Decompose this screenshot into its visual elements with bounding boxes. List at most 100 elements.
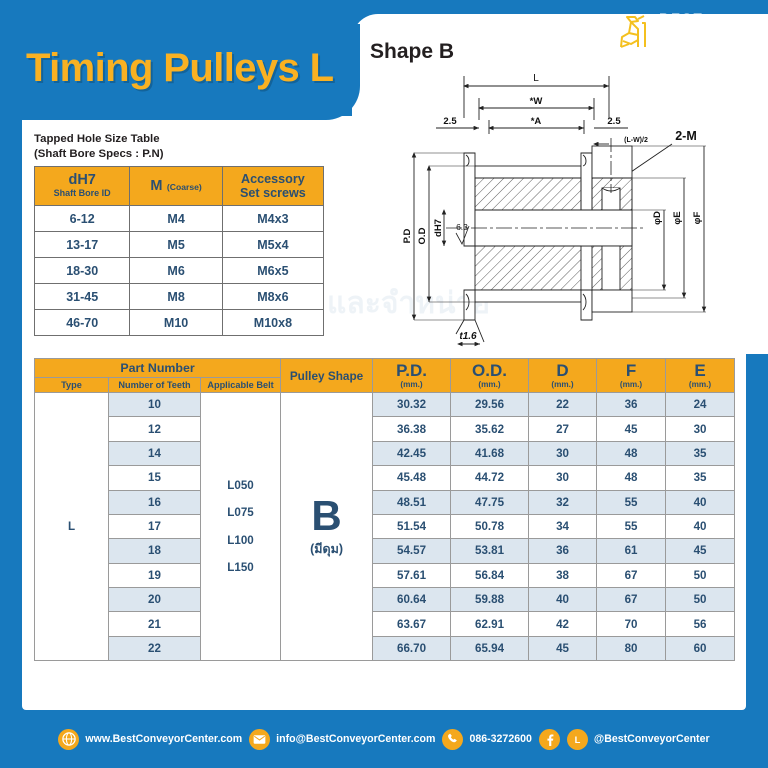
mail-icon bbox=[249, 728, 271, 750]
specification-table-section: Part Number Pulley Shape P.D. (mm.) O.D.… bbox=[33, 358, 736, 662]
title-plate bbox=[0, 24, 360, 120]
footer-website[interactable]: www.BestConveyorCenter.com bbox=[58, 728, 242, 750]
cell-m: M5 bbox=[129, 231, 223, 259]
tapped-header-m: M (Coarse) bbox=[129, 166, 223, 207]
cell-od: 44.72 bbox=[450, 465, 530, 491]
table-row: 46-70 M10 M10x8 bbox=[33, 309, 325, 337]
svg-text:φF: φF bbox=[692, 212, 703, 225]
table-row: 21 63.67 62.91 42 70 56 bbox=[35, 611, 736, 637]
cell-d: 27 bbox=[528, 416, 598, 442]
cell-type: L bbox=[34, 391, 109, 662]
table-row: 31-45 M8 M8x6 bbox=[33, 283, 325, 311]
cell-teeth: 15 bbox=[108, 465, 201, 491]
cell-pd: 48.51 bbox=[372, 489, 452, 515]
cell-f: 70 bbox=[596, 611, 667, 637]
cell-pd: 51.54 bbox=[372, 513, 452, 540]
footer-line[interactable]: L @BestConveyorCenter bbox=[566, 728, 710, 750]
footer-facebook[interactable] bbox=[538, 728, 560, 750]
header-part-number: Part Number bbox=[33, 358, 282, 378]
cell-d: 42 bbox=[528, 611, 598, 637]
cell-shape: B (มีดุม) bbox=[280, 391, 374, 662]
table-row: 17 51.54 50.78 34 55 40 bbox=[35, 513, 736, 540]
cell-od: 65.94 bbox=[450, 635, 530, 662]
belt-value: L050 bbox=[227, 479, 254, 493]
header-pd: P.D. (mm.) bbox=[372, 358, 452, 393]
cell-e: 35 bbox=[665, 465, 736, 491]
cell-od: 47.75 bbox=[450, 489, 530, 515]
cell-od: 59.88 bbox=[450, 586, 530, 613]
table-row: L 10 L050 L075 L100 L150 B (มีดุม) 30.32… bbox=[34, 391, 736, 662]
cell-od: 62.91 bbox=[450, 611, 530, 637]
cell-bore: 18-30 bbox=[33, 257, 131, 285]
logo-line-2: CONVEYOR bbox=[659, 24, 754, 40]
cell-od: 53.81 bbox=[450, 538, 530, 564]
facebook-icon bbox=[538, 728, 560, 750]
svg-text:*W: *W bbox=[530, 96, 543, 107]
cell-e: 30 bbox=[665, 416, 736, 442]
belt-value: L075 bbox=[227, 506, 254, 520]
svg-text:φD: φD bbox=[652, 211, 663, 225]
footer-contact-bar: www.BestConveyorCenter.com info@BestConv… bbox=[0, 710, 768, 768]
header-pulley-shape: Pulley Shape bbox=[280, 358, 374, 393]
svg-text:φE: φE bbox=[672, 211, 683, 224]
svg-text:2-M: 2-M bbox=[675, 129, 697, 143]
cell-f: 67 bbox=[596, 562, 667, 589]
cell-e: 40 bbox=[665, 489, 736, 515]
cell-f: 61 bbox=[596, 538, 667, 564]
header-teeth: Number of Teeth bbox=[108, 377, 201, 393]
cell-f: 45 bbox=[596, 416, 667, 442]
cell-teeth: 18 bbox=[108, 538, 201, 564]
svg-text:(L-W)/2: (L-W)/2 bbox=[624, 137, 648, 144]
svg-text:L: L bbox=[533, 73, 539, 84]
tapped-header-bore: dH7 Shaft Bore ID bbox=[33, 166, 131, 207]
cell-f: 48 bbox=[596, 465, 667, 491]
cell-m: M6 bbox=[129, 257, 223, 285]
cell-teeth: 12 bbox=[108, 416, 201, 442]
footer-email[interactable]: info@BestConveyorCenter.com bbox=[249, 728, 436, 750]
svg-text:t1.6: t1.6 bbox=[459, 331, 477, 342]
cell-d: 30 bbox=[528, 440, 598, 467]
cell-bore: 6-12 bbox=[33, 205, 131, 233]
cell-screw: M4x3 bbox=[221, 205, 325, 233]
table-row: 22 66.70 65.94 45 80 60 bbox=[35, 635, 736, 662]
cell-m: M8 bbox=[129, 283, 223, 311]
logo-line-3: CENTER bbox=[659, 38, 728, 53]
table-row: 12 36.38 35.62 27 45 30 bbox=[35, 416, 736, 442]
cell-pd: 45.48 bbox=[372, 465, 452, 491]
cell-teeth: 20 bbox=[108, 586, 201, 613]
cell-e: 50 bbox=[665, 562, 736, 589]
cell-screw: M10x8 bbox=[221, 309, 325, 337]
table-row: 16 48.51 47.75 32 55 40 bbox=[35, 489, 736, 515]
header-od: O.D. (mm.) bbox=[450, 358, 530, 393]
cell-belt: L050 L075 L100 L150 bbox=[199, 391, 282, 662]
technical-drawing: L *W 2.5 *A 2.5 (L-W)/2 2-M bbox=[396, 58, 762, 348]
header-e: E (mm.) bbox=[665, 358, 736, 393]
svg-text:*A: *A bbox=[531, 116, 542, 127]
line-icon: L bbox=[566, 728, 588, 750]
header-f: F (mm.) bbox=[596, 358, 667, 393]
cell-pd: 36.38 bbox=[372, 416, 452, 442]
cell-e: 35 bbox=[665, 440, 736, 467]
tapped-hole-table: dH7 Shaft Bore ID M (Coarse) Accessory S… bbox=[33, 166, 325, 337]
cell-screw: M5x4 bbox=[221, 231, 325, 259]
table-row: 18-30 M6 M6x5 bbox=[33, 257, 325, 285]
specification-table: Part Number Pulley Shape P.D. (mm.) O.D.… bbox=[33, 358, 736, 662]
cell-od: 35.62 bbox=[450, 416, 530, 442]
cell-m: M10 bbox=[129, 309, 223, 337]
cell-f: 80 bbox=[596, 635, 667, 662]
cell-f: 67 bbox=[596, 586, 667, 613]
svg-text:O.D: O.D bbox=[417, 227, 428, 244]
cell-od: 41.68 bbox=[450, 440, 530, 467]
cell-e: 50 bbox=[665, 586, 736, 613]
table-row: 13-17 M5 M5x4 bbox=[33, 231, 325, 259]
footer-phone-text: 086-3272600 bbox=[469, 733, 532, 745]
cell-d: 36 bbox=[528, 538, 598, 564]
cell-d: 40 bbox=[528, 586, 598, 613]
brand-logo: BEST CONVEYOR CENTER bbox=[618, 12, 754, 53]
cell-m: M4 bbox=[129, 205, 223, 233]
tapped-hole-table-section: Tapped Hole Size Table (Shaft Bore Specs… bbox=[33, 132, 325, 337]
footer-email-text: info@BestConveyorCenter.com bbox=[276, 733, 436, 745]
cell-teeth: 10 bbox=[108, 391, 201, 418]
footer-phone[interactable]: 086-3272600 bbox=[442, 728, 532, 750]
